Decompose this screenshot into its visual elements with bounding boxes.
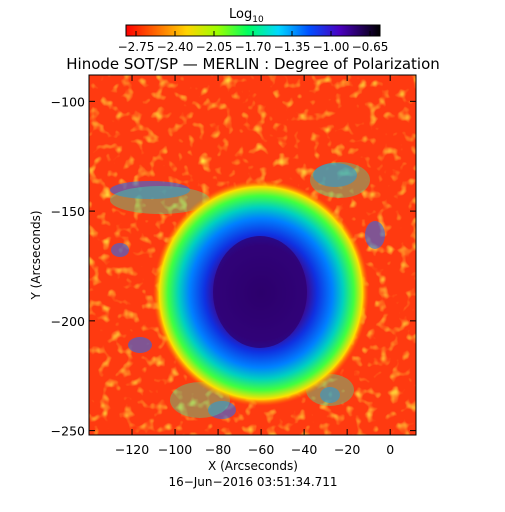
sunspot-umbra [213,236,307,348]
y-tick-label: −200 [51,314,85,329]
x-tick-label: −100 [158,442,192,457]
colorbar-ticks: −2.75 −2.40 −2.05 −1.70 −1.35 −1.00 −0.65 [118,31,389,54]
colorbar-tick-label: −1.35 [274,40,311,54]
plot-title: Hinode SOT/SP — MERLIN : Degree of Polar… [66,55,440,73]
y-tick-label: −150 [51,204,85,219]
x-tick-label: −120 [115,442,149,457]
x-tick-label: −60 [248,442,274,457]
plot-frame [88,74,417,436]
x-tick-label: 0 [386,442,394,457]
colorbar-tick-label: −2.75 [118,40,155,54]
y-axis-label: Y (Arcseconds) [29,210,43,300]
colorbar-tick-label: −1.00 [313,40,350,54]
x-axis-label: X (Arcseconds) [208,459,298,473]
polarization-map [89,75,416,435]
y-tick-label: −250 [51,424,85,439]
x-tick-label: −20 [334,442,360,457]
x-tick-label: −80 [205,442,231,457]
x-tick-label: −40 [291,442,317,457]
x-axis-ticks: −120 −100 −80 −60 −40 −20 0 [115,75,394,457]
colorbar-tick-label: −0.65 [352,40,389,54]
colorbar-tick-label: −1.70 [235,40,272,54]
colorbar-label: Log10 [229,7,264,25]
colorbar-tick-label: −2.40 [157,40,194,54]
colorbar-tick-label: −2.05 [196,40,233,54]
y-axis-ticks: −100 −150 −200 −250 [51,94,416,439]
timestamp: 16−Jun−2016 03:51:34.711 [168,475,337,489]
y-tick-label: −100 [51,94,85,109]
